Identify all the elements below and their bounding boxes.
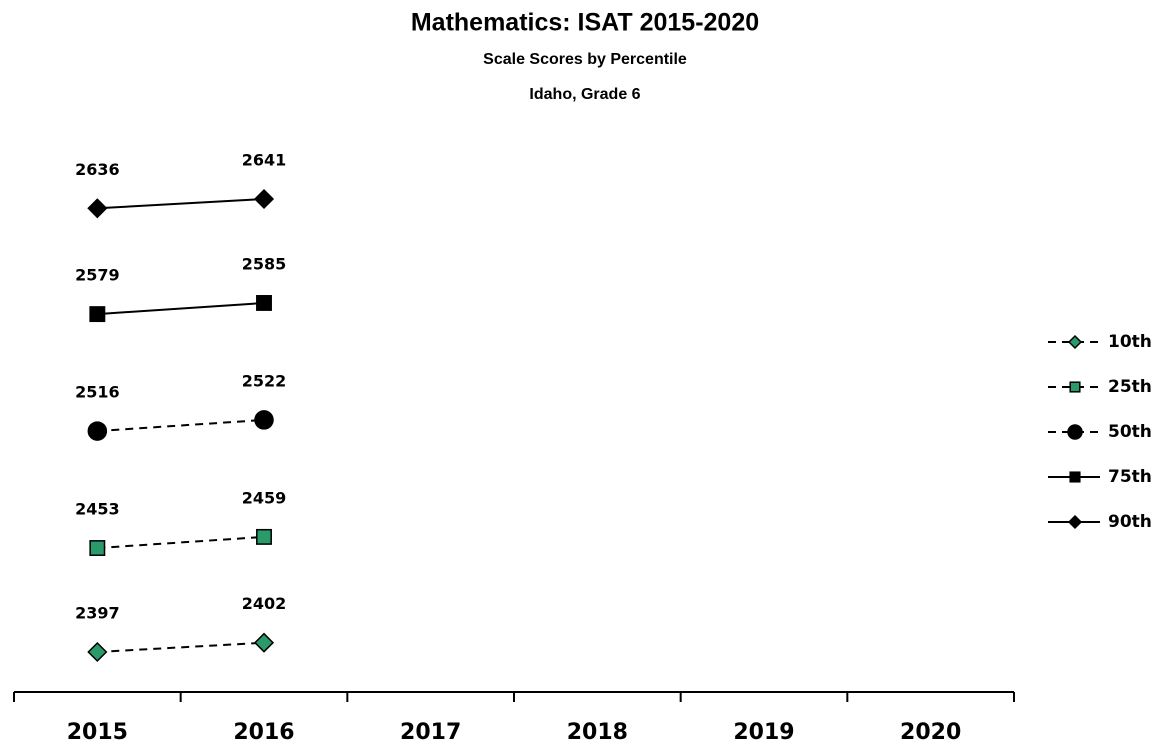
data-label: 2522 — [242, 371, 287, 390]
data-label: 2579 — [75, 266, 120, 285]
legend-label: 50th — [1108, 422, 1152, 442]
series-line — [97, 535, 265, 550]
data-point — [253, 188, 275, 210]
data-point — [89, 306, 106, 323]
data-label: 2397 — [75, 604, 120, 623]
chart-subtitle: Idaho, Grade 6 — [529, 86, 640, 103]
chart-title: Mathematics: ISAT 2015-2020 — [411, 9, 759, 37]
legend-label: 25th — [1108, 377, 1152, 397]
series-line — [97, 418, 265, 433]
legend-marker — [1067, 424, 1083, 440]
data-label: 2402 — [242, 594, 287, 613]
x-tick-label: 2017 — [400, 720, 461, 745]
series-line — [97, 301, 265, 316]
legend-label: 75th — [1108, 467, 1152, 487]
x-tick-label: 2016 — [233, 720, 294, 745]
data-point — [256, 528, 272, 545]
data-label: 2453 — [75, 500, 120, 519]
legend-label: 90th — [1108, 512, 1152, 532]
series-line — [97, 198, 265, 210]
data-point — [89, 540, 106, 556]
data-point — [87, 641, 108, 663]
legend-label: 10th — [1108, 332, 1152, 352]
legend-marker — [1069, 471, 1081, 483]
data-label: 2516 — [75, 383, 120, 402]
data-point — [87, 421, 108, 441]
data-point — [253, 632, 275, 653]
x-tick-label: 2019 — [733, 720, 794, 745]
data-point — [87, 198, 108, 219]
x-tick-label: 2015 — [67, 720, 128, 745]
legend-marker — [1067, 514, 1083, 530]
data-label: 2641 — [242, 151, 287, 170]
legend-marker — [1069, 381, 1081, 393]
data-label: 2459 — [242, 488, 287, 507]
data-label: 2585 — [242, 254, 287, 273]
x-tick-label: 2020 — [900, 720, 961, 745]
x-tick-label: 2018 — [567, 720, 628, 745]
chart-subtitle: Scale Scores by Percentile — [483, 51, 687, 68]
data-point — [256, 295, 272, 311]
data-label: 2636 — [75, 160, 120, 179]
series-line — [97, 641, 265, 653]
legend-marker — [1067, 334, 1083, 350]
data-point — [254, 410, 274, 430]
